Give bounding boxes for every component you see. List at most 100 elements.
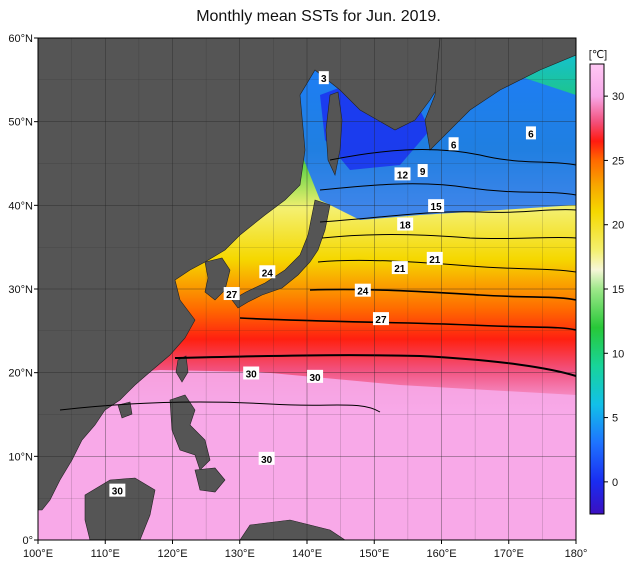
isotherm-label: 9 bbox=[417, 164, 428, 178]
latitude-tick-label: 50°N bbox=[8, 117, 33, 129]
isotherm-label: 30 bbox=[258, 451, 275, 466]
isotherm-label-text: 15 bbox=[431, 202, 443, 213]
isotherm-label-text: 12 bbox=[397, 170, 409, 181]
land bbox=[38, 38, 576, 540]
longitude-tick-label: 140°E bbox=[292, 548, 322, 560]
colorbar-tick-label: 20 bbox=[612, 220, 624, 232]
philippines bbox=[169, 394, 211, 471]
colorbar-ticks: 0 5 10 15 20 25 30 bbox=[604, 91, 624, 489]
longitude-tick-label: 150°E bbox=[359, 548, 389, 560]
longitude-tick-label: 110°E bbox=[91, 548, 120, 560]
isotherm-label-bg bbox=[394, 167, 411, 181]
longitude-tick-label: 180° bbox=[565, 548, 588, 560]
isotherm-line bbox=[59, 401, 381, 413]
isotherm-line bbox=[317, 259, 576, 273]
longitude-tick-label: 130°E bbox=[225, 548, 255, 560]
longitude-tick-label: 100°E bbox=[23, 548, 53, 560]
isotherm-label-bg bbox=[243, 366, 260, 380]
isotherm-label-bg bbox=[426, 251, 443, 265]
kamchatka bbox=[424, 38, 576, 151]
isotherm-label: 27 bbox=[372, 312, 389, 326]
map-title: Monthly mean SSTs for Jun. 2019. bbox=[196, 8, 441, 25]
isotherm-contours bbox=[59, 149, 576, 413]
colorbar-tick-label: 15 bbox=[612, 284, 624, 296]
latitude-tick-label: 0° bbox=[22, 535, 33, 547]
isotherm-label: 6 bbox=[448, 137, 459, 151]
colorbar-tick-label: 5 bbox=[612, 413, 618, 425]
isotherm-label-text: 6 bbox=[451, 140, 457, 151]
isotherm-label-bg bbox=[372, 312, 389, 326]
taiwan bbox=[175, 355, 189, 383]
isotherm-label: 6 bbox=[525, 126, 536, 140]
colorbar-tick-label: 25 bbox=[612, 155, 624, 167]
isotherm-line bbox=[174, 354, 576, 377]
latitude-tick-label: 60°N bbox=[8, 33, 33, 45]
isotherm-label-text: 21 bbox=[429, 255, 441, 266]
asia-continent bbox=[38, 38, 456, 511]
isotherm-label-text: 3 bbox=[321, 74, 327, 85]
isotherm-line bbox=[329, 149, 576, 166]
isotherm-label-bg bbox=[391, 261, 408, 275]
isotherm-label: 30 bbox=[307, 369, 324, 384]
isotherm-label-bg bbox=[397, 217, 414, 231]
latitude-tick-label: 10°N bbox=[8, 451, 33, 463]
colorbar-tick-label: 30 bbox=[612, 91, 624, 103]
latitude-tick-labels: 0° 10°N 20°N 30°N 40°N 50°N 60°N bbox=[8, 33, 38, 547]
isotherm-label-text: 6 bbox=[528, 129, 534, 140]
isotherm-label-text: 30 bbox=[310, 373, 322, 384]
isotherm-label: 30 bbox=[109, 483, 126, 498]
isotherm-label-bg bbox=[258, 451, 275, 465]
isotherm-label-bg bbox=[448, 137, 459, 151]
latitude-tick-label: 30°N bbox=[8, 284, 33, 296]
isotherm-label-text: 27 bbox=[226, 290, 238, 301]
latitude-tick-label: 40°N bbox=[8, 200, 33, 212]
isotherm-label-bg bbox=[109, 483, 126, 497]
isotherm-label-bg bbox=[354, 283, 371, 297]
isotherm-label: 21 bbox=[391, 261, 408, 275]
isotherm-line bbox=[319, 209, 576, 223]
isotherm-line bbox=[239, 317, 576, 331]
isotherm-label-bg bbox=[223, 287, 240, 301]
isotherm-label: 12 bbox=[394, 167, 411, 181]
isotherm-label-text: 9 bbox=[420, 167, 426, 178]
latitude-tick-label: 20°N bbox=[8, 368, 33, 380]
colorbar-tick-label: 10 bbox=[612, 348, 624, 360]
isotherm-label: 24 bbox=[259, 265, 276, 279]
isotherm-label: 21 bbox=[426, 251, 443, 266]
colorbar-tick-label: 0 bbox=[612, 477, 618, 489]
isotherm-label: 15 bbox=[428, 199, 445, 213]
hainan bbox=[117, 401, 133, 419]
isotherm-label-text: 27 bbox=[375, 315, 387, 326]
longitude-tick-labels: 100°E 110°E 120°E 130°E 140°E 150°E 160°E 170°E… bbox=[23, 540, 587, 560]
isotherm-label: 24 bbox=[354, 283, 371, 298]
isotherm-label-text: 30 bbox=[261, 455, 273, 466]
isotherm-line bbox=[321, 234, 576, 240]
longitude-tick-label: 170°E bbox=[494, 548, 524, 560]
graticule bbox=[38, 38, 576, 540]
isotherm-label-text: 24 bbox=[262, 268, 274, 279]
isotherm-label: 3 bbox=[318, 71, 329, 85]
isotherm-label-bg bbox=[417, 164, 428, 178]
longitude-tick-label: 160°E bbox=[426, 548, 456, 560]
sakhalin bbox=[325, 91, 343, 176]
colorbar-unit: [℃] bbox=[589, 49, 607, 61]
isotherm-label-bg bbox=[525, 126, 536, 140]
isotherm-label: 27 bbox=[223, 287, 240, 301]
isotherm-label-bg bbox=[259, 265, 276, 279]
mindanao bbox=[194, 467, 226, 493]
japan bbox=[231, 199, 331, 309]
colorbar: [℃] 0 5 10 15 20 25 30 bbox=[589, 49, 624, 515]
isotherm-labels: 3 6 6 12 9 15 18 21 21 24 27 24 27 30 30 30 30 bbox=[109, 71, 536, 498]
isotherm-label-text: 30 bbox=[112, 487, 124, 498]
isotherm-label-text: 24 bbox=[357, 287, 369, 298]
longitude-tick-label: 120°E bbox=[157, 548, 187, 560]
isotherm-label-bg bbox=[318, 71, 329, 85]
isotherm-label-bg bbox=[307, 369, 324, 383]
borneo bbox=[84, 477, 156, 540]
isotherm-label: 30 bbox=[243, 366, 260, 381]
isotherm-line bbox=[319, 183, 576, 196]
isotherm-label-text: 21 bbox=[394, 264, 406, 275]
colorbar-scale bbox=[589, 63, 605, 515]
isotherm-label: 18 bbox=[397, 217, 414, 232]
